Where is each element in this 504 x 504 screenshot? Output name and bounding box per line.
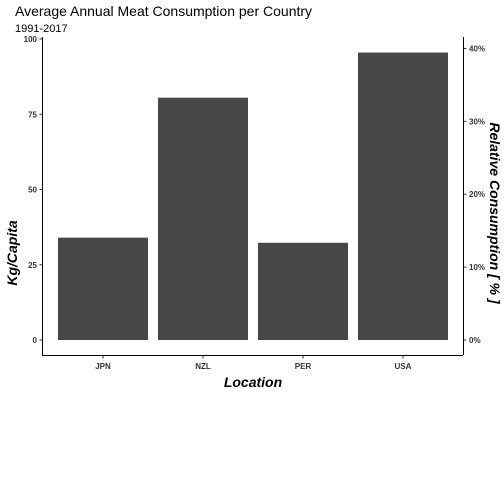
chart-title: Average Annual Meat Consumption per Coun…	[15, 3, 312, 19]
x-axis-title: Location	[224, 374, 282, 390]
y2-tick-label: 40%	[469, 44, 485, 53]
left-y-ticks: 0 25 50 75 100	[24, 35, 43, 345]
right-y-ticks: 0% 10% 20% 30% 40%	[463, 44, 485, 345]
bar-jpn	[58, 237, 148, 340]
bars-group	[58, 52, 448, 341]
bar-per	[258, 242, 348, 340]
chart-subtitle: 1991-2017	[15, 23, 68, 35]
x-tick-label: USA	[395, 362, 412, 371]
x-ticks: JPN NZL PER USA	[95, 355, 412, 371]
y-tick-label: 25	[28, 261, 37, 270]
y2-tick-label: 10%	[469, 263, 485, 272]
y-tick-label: 75	[28, 110, 37, 119]
x-tick-label: PER	[295, 362, 312, 371]
x-tick-label: JPN	[95, 362, 111, 371]
y2-tick-label: 0%	[469, 336, 481, 345]
y2-tick-label: 30%	[469, 117, 485, 126]
x-tick-label: NZL	[195, 362, 211, 371]
bar-nzl	[158, 97, 248, 340]
y2-axis-title: Relative Consumption [ % ]	[487, 122, 503, 305]
y-axis-title: Kg/Capita	[4, 220, 20, 286]
y-tick-label: 50	[28, 186, 37, 195]
y-tick-label: 0	[33, 336, 38, 345]
y2-tick-label: 20%	[469, 190, 485, 199]
y-tick-label: 100	[24, 35, 38, 44]
bar-usa	[358, 52, 448, 341]
